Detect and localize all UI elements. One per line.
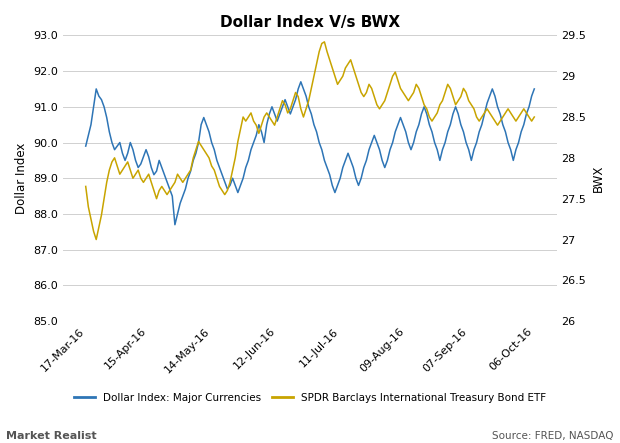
- Dollar Index: Major Currencies: (56, 89): Major Currencies: (56, 89): [229, 175, 236, 181]
- Y-axis label: Dollar Index: Dollar Index: [15, 143, 28, 214]
- Dollar Index: Major Currencies: (0, 89.9): Major Currencies: (0, 89.9): [82, 144, 89, 149]
- Line: SPDR Barclays International Treasury Bond ETF: SPDR Barclays International Treasury Bon…: [86, 42, 534, 240]
- Dollar Index: Major Currencies: (171, 91.5): Major Currencies: (171, 91.5): [531, 86, 538, 92]
- Dollar Index: Major Currencies: (78, 90.8): Major Currencies: (78, 90.8): [286, 111, 294, 117]
- SPDR Barclays International Treasury Bond ETF: [326, 57, 334, 62]
- SPDR Barclays International Treasury Bond ETF: [92, 237, 100, 242]
- Text: Market Realist: Market Realist: [6, 431, 97, 441]
- SPDR Barclays International Treasury Bond ETF: [531, 114, 538, 120]
- SPDR Barclays International Treasury Bond ETF: [118, 167, 126, 173]
- Title: Dollar Index V/s BWX: Dollar Index V/s BWX: [220, 15, 400, 30]
- SPDR Barclays International Treasury Bond ETF: [321, 39, 328, 45]
- Line: Dollar Index: Major Currencies: Dollar Index: Major Currencies: [86, 82, 534, 225]
- SPDR Barclays International Treasury Bond ETF: [216, 184, 223, 189]
- Text: Source: FRED, NASDAQ: Source: FRED, NASDAQ: [492, 431, 614, 441]
- Y-axis label: BWX: BWX: [592, 164, 605, 192]
- SPDR Barclays International Treasury Bond ETF: [229, 167, 236, 173]
- Dollar Index: Major Currencies: (34, 87.7): Major Currencies: (34, 87.7): [171, 222, 179, 227]
- SPDR Barclays International Treasury Bond ETF: [286, 106, 294, 112]
- SPDR Barclays International Treasury Bond ETF: [82, 184, 89, 189]
- Dollar Index: Major Currencies: (13, 90): Major Currencies: (13, 90): [116, 140, 123, 145]
- Dollar Index: Major Currencies: (103, 89): Major Currencies: (103, 89): [352, 175, 360, 181]
- SPDR Barclays International Treasury Bond ETF: [352, 74, 360, 79]
- Legend: Dollar Index: Major Currencies, SPDR Barclays International Treasury Bond ETF: Dollar Index: Major Currencies, SPDR Bar…: [70, 389, 550, 407]
- Dollar Index: Major Currencies: (82, 91.7): Major Currencies: (82, 91.7): [297, 79, 304, 85]
- Dollar Index: Major Currencies: (93, 89.1): Major Currencies: (93, 89.1): [326, 172, 334, 177]
- Dollar Index: Major Currencies: (51, 89.3): Major Currencies: (51, 89.3): [216, 165, 223, 170]
